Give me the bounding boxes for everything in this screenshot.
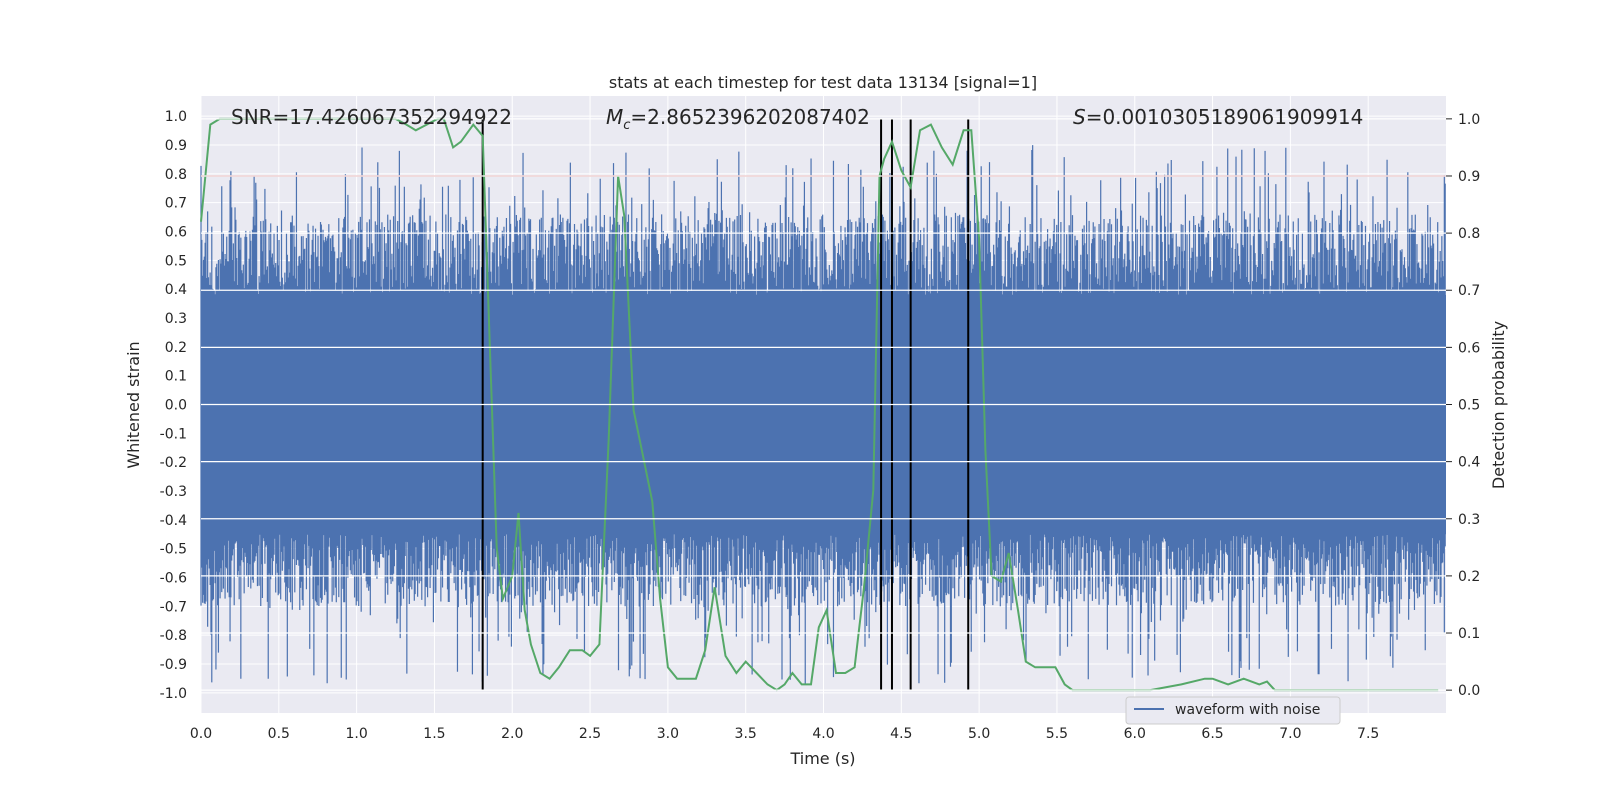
- y-left-tick-label: 0.7: [165, 196, 187, 212]
- y-right-tick-label: 0.2: [1458, 569, 1480, 585]
- s-annotation: S=0.0010305189061909914: [1073, 105, 1363, 129]
- x-axis-label: Time (s): [789, 749, 855, 768]
- y-right-tick-label: 0.6: [1458, 340, 1480, 356]
- y-right-tick-label: 0.9: [1458, 169, 1480, 185]
- legend-label: waveform with noise: [1175, 702, 1320, 718]
- x-tick-label: 6.0: [1124, 726, 1146, 742]
- y-left-tick-label: -0.5: [160, 542, 187, 558]
- legend-box: [1125, 696, 1341, 725]
- strain-series: [200, 145, 1446, 684]
- mc-value: =2.8652396202087402: [630, 105, 869, 129]
- s-symbol: S: [1073, 105, 1086, 129]
- y-left-tick-label: -0.3: [160, 484, 187, 500]
- x-tick-label: 1.5: [423, 726, 445, 742]
- grid-overlay: [201, 118, 1446, 691]
- y-left-tick-label: 0.9: [165, 138, 187, 154]
- y-left-tick-label: -0.1: [160, 426, 187, 442]
- y-axis-left-label: Whitened strain: [124, 341, 143, 468]
- mc-symbol: M: [606, 105, 623, 129]
- y-left-tick-label: 0.1: [165, 369, 187, 385]
- y-axis-right-label: Detection probability: [1489, 321, 1508, 489]
- x-tick-label: 4.5: [890, 726, 912, 742]
- y-right-tick-label: 0.1: [1458, 626, 1480, 642]
- x-tick-label: 2.5: [579, 726, 601, 742]
- y-axis-left-ticks: 1.0 0.9 0.8 0.7 0.6 0.5 0.4 0.3 0.2 0.1 0.0 -0.1 -0.…: [160, 109, 187, 702]
- x-tick-label: 0.0: [190, 726, 212, 742]
- y-left-tick-label: 0.3: [165, 311, 187, 327]
- y-right-tick-label: 0.4: [1458, 455, 1480, 471]
- y-axis-right-ticks: 1.0 0.9 0.8 0.7 0.6 0.5 0.4 0.3 0.2 0.1 0.0: [1446, 112, 1480, 699]
- legend: waveform with noise: [1125, 696, 1341, 725]
- y-right-tick-label: 0.0: [1458, 683, 1480, 699]
- y-left-tick-label: -0.8: [160, 628, 187, 644]
- x-tick-label: 5.0: [968, 726, 990, 742]
- y-left-tick-label: -0.7: [160, 599, 187, 615]
- x-tick-label: 4.0: [812, 726, 834, 742]
- x-axis-ticks: 0.0 0.5 1.0 1.5 2.0 2.5 3.0 3.5 4.0 4.5 5.0 5.5 6.0 6…: [190, 726, 1379, 742]
- x-tick-label: 1.0: [345, 726, 367, 742]
- y-right-tick-label: 0.5: [1458, 398, 1480, 414]
- x-tick-label: 7.5: [1357, 726, 1379, 742]
- y-left-tick-label: 0.5: [165, 253, 187, 269]
- x-tick-label: 5.5: [1046, 726, 1068, 742]
- y-left-tick-label: -1.0: [160, 686, 187, 702]
- mc-annotation: Mc=2.8652396202087402: [606, 105, 870, 133]
- y-right-tick-label: 0.8: [1458, 226, 1480, 242]
- y-left-tick-label: -0.2: [160, 455, 187, 471]
- chart-title: stats at each timestep for test data 131…: [609, 73, 1037, 92]
- y-left-tick-label: 0.6: [165, 225, 187, 241]
- x-tick-label: 3.0: [657, 726, 679, 742]
- x-tick-label: 6.5: [1201, 726, 1223, 742]
- y-left-tick-label: -0.6: [160, 570, 187, 586]
- y-left-tick-label: 0.4: [165, 282, 187, 298]
- y-left-tick-label: 0.2: [165, 340, 187, 356]
- y-right-tick-label: 1.0: [1458, 112, 1480, 128]
- mc-subscript: c: [623, 118, 630, 133]
- x-tick-label: 7.0: [1279, 726, 1301, 742]
- y-left-tick-label: 0.8: [165, 167, 187, 183]
- x-tick-label: 3.5: [735, 726, 757, 742]
- x-tick-label: 2.0: [501, 726, 523, 742]
- y-left-tick-label: -0.4: [160, 513, 187, 529]
- y-right-tick-label: 0.3: [1458, 512, 1480, 528]
- y-left-tick-label: 0.0: [165, 398, 187, 414]
- y-right-tick-label: 0.7: [1458, 283, 1480, 299]
- y-left-tick-label: -0.9: [160, 657, 187, 673]
- s-value: =0.0010305189061909914: [1086, 105, 1364, 129]
- x-tick-label: 0.5: [268, 726, 290, 742]
- y-left-tick-label: 1.0: [165, 109, 187, 125]
- snr-annotation: SNR=17.426067352294922: [231, 105, 512, 129]
